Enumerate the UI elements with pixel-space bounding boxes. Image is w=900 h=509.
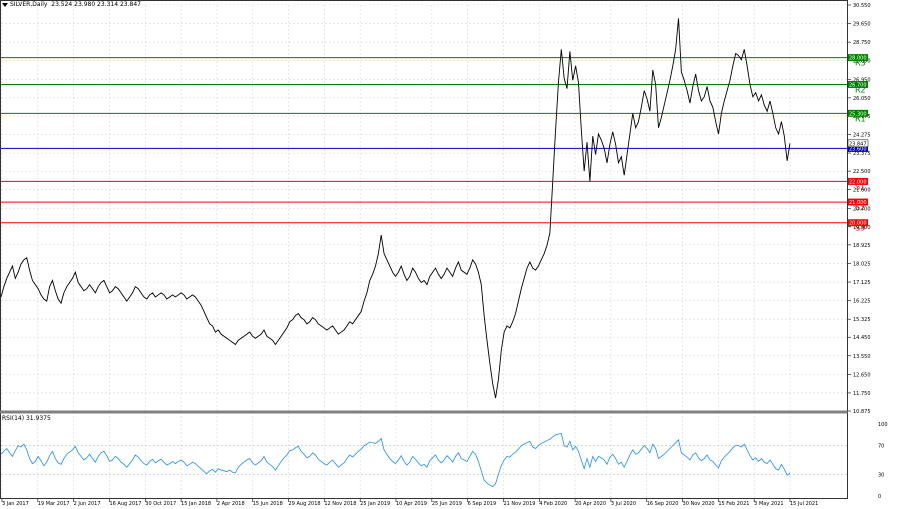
- level-label: R3: [855, 59, 866, 68]
- level-label: R1: [855, 114, 866, 123]
- date-tick-label: 15 Jan 2018: [181, 501, 211, 507]
- price-tick-label: 26.950: [853, 77, 871, 83]
- price-tick-label: 20.700: [853, 206, 871, 212]
- level-price-tag-text: 21.000: [849, 200, 867, 206]
- price-tick-label: 18.025: [853, 261, 871, 267]
- rsi-tick-label: 70: [878, 444, 884, 450]
- rsi-tick-label: 30: [878, 472, 884, 478]
- level-price-tag-text: 23.600: [849, 146, 867, 152]
- date-tick-label: 2 Apr 2018: [217, 501, 245, 507]
- chart-header: SILVER,Daily 23.524 23.980 23.314 23.847: [2, 1, 141, 8]
- date-tick-label: 25 Jun 2019: [432, 501, 462, 507]
- date-tick-label: 30 Oct 2017: [145, 501, 176, 507]
- date-tick-label: 16 Sep 2020: [647, 501, 679, 507]
- rsi-title: RSI(14) 31.9375: [2, 415, 51, 422]
- date-tick-label: 20 Apr 2020: [575, 501, 606, 507]
- price-tick-label: 23.375: [853, 151, 871, 157]
- level-price-tag: [848, 54, 868, 62]
- date-tick-label: 2 Jun 2017: [74, 501, 101, 507]
- price-tick-label: 10.875: [853, 409, 871, 415]
- date-tick-label: 3 May 2021: [754, 501, 783, 507]
- ohlc-values: 23.524 23.980 23.314 23.847: [51, 1, 141, 8]
- rsi-series-line: [0, 432, 791, 488]
- price-tick-label: 28.750: [853, 40, 871, 46]
- price-tick-label: 21.600: [853, 188, 871, 194]
- rsi-layer: [0, 432, 791, 488]
- price-tick-label: 11.750: [853, 391, 871, 397]
- price-tick-label: 18.925: [853, 243, 871, 249]
- frame-layer: [0, 0, 848, 499]
- price-tick-label: 17.125: [853, 280, 871, 286]
- price-tick-label: 12.650: [853, 372, 871, 378]
- date-tick-label: 25 Jan 2019: [360, 501, 390, 507]
- date-tick-label: 15 Feb 2021: [718, 501, 749, 507]
- price-tick-label: 15.325: [853, 317, 871, 323]
- date-tick-label: 15 Jul 2021: [790, 501, 818, 507]
- date-tick-label: 16 Aug 2017: [109, 501, 141, 507]
- level-price-tag: [848, 144, 868, 152]
- rsi-tick-label: 100: [878, 422, 888, 428]
- price-series-line: [0, 18, 791, 399]
- date-tick-label: 21 Nov 2019: [503, 501, 535, 507]
- level-price-tag-text: 25.300: [849, 111, 867, 117]
- level-price-tag-text: 22.000: [849, 179, 867, 185]
- price-tick-label: 27.850: [853, 59, 871, 65]
- level-price-tag-text: 26.700: [849, 82, 867, 88]
- price-tick-label: 26.050: [853, 96, 871, 102]
- price-tick-label: 16.225: [853, 299, 871, 305]
- level-label: S3: [855, 224, 865, 233]
- price-tick-label: 25.175: [853, 114, 871, 120]
- date-tick-label: 12 Nov 2018: [324, 501, 356, 507]
- level-price-tag-text: 28.000: [849, 56, 867, 62]
- current-price-tag-text: 23.847: [849, 141, 867, 147]
- chart-frame: [0, 0, 848, 499]
- rsi-tick-label: 0: [878, 494, 881, 500]
- level-price-tag: [848, 219, 868, 227]
- date-tick-label: 6 Sep 2019: [468, 501, 497, 507]
- date-tick-label: 29 Aug 2018: [289, 501, 321, 507]
- level-price-tag: [848, 80, 868, 88]
- price-tick-label: 22.500: [853, 169, 871, 175]
- price-tick-label: 14.450: [853, 335, 871, 341]
- level-label: R2: [855, 85, 866, 94]
- price-tick-label: 30.550: [853, 3, 871, 9]
- date-tick-label: 10 Apr 2019: [396, 501, 427, 507]
- level-price-tag-text: 20.000: [849, 221, 867, 227]
- price-tick-label: 24.275: [853, 132, 871, 138]
- date-tick-label: 4 Feb 2020: [539, 501, 567, 507]
- rsi-grid: [1, 416, 847, 500]
- level-label: S1: [855, 182, 865, 191]
- axes-layer: 30.550 29.650 28.750 27.850 26.950 26.050 25.1…: [1, 3, 888, 507]
- dropdown-triangle-icon[interactable]: [2, 2, 8, 7]
- date-tick-label: 30 Nov 2020: [683, 501, 715, 507]
- level-label: S2: [855, 203, 865, 212]
- level-price-tag: [848, 198, 868, 206]
- symbol-label: SILVER,Daily: [10, 1, 48, 8]
- price-grid: [1, 4, 847, 412]
- current-price-tag: [847, 139, 869, 148]
- price-tick-label: 13.550: [853, 354, 871, 360]
- price-tick-label: 19.800: [853, 225, 871, 231]
- levels-layer: R3 R2 R1 S1 S2 S3: [1, 57, 866, 233]
- price-layer: [0, 18, 791, 399]
- date-tick-label: 19 Mar 2017: [38, 501, 70, 507]
- level-price-tag: [848, 109, 868, 117]
- level-price-tag: [848, 177, 868, 185]
- date-tick-label: 3 Jul 2020: [611, 501, 636, 507]
- date-tick-label: 15 Jun 2018: [253, 501, 283, 507]
- price-tick-label: 29.650: [853, 22, 871, 28]
- date-tick-label: 3 Jan 2017: [2, 501, 29, 507]
